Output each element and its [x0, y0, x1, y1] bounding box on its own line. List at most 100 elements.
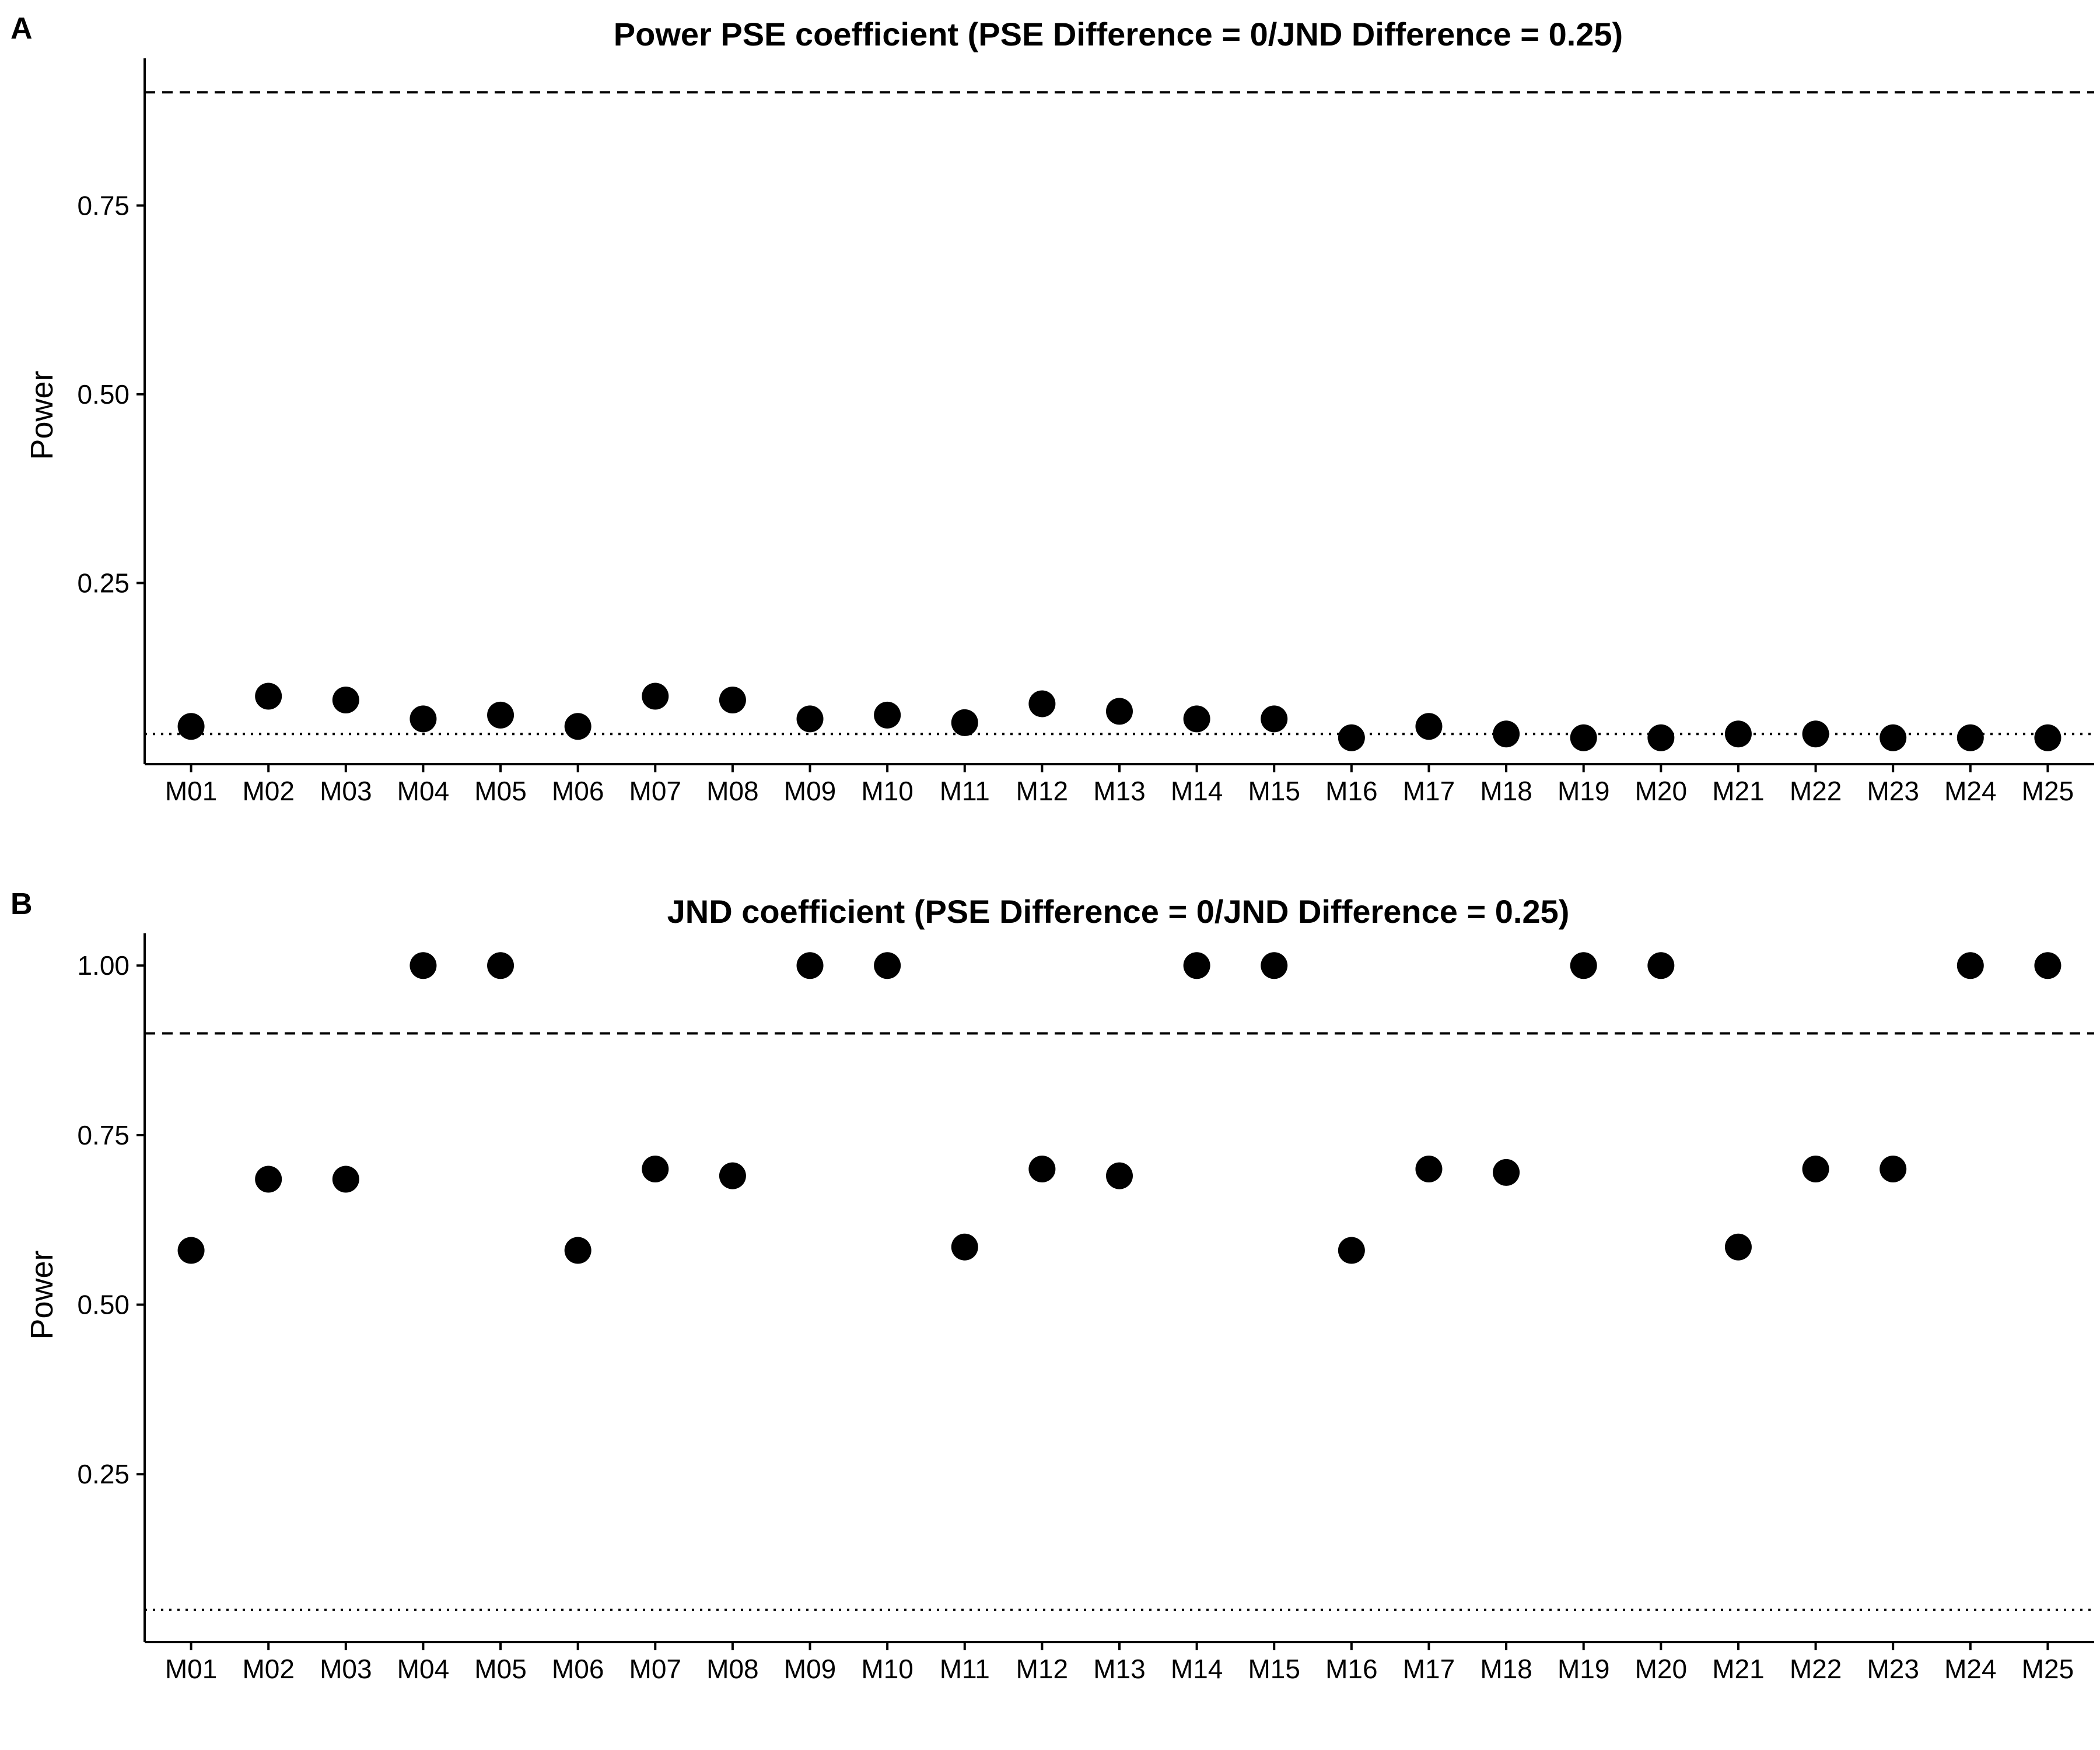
- x-tick-label: M18: [1480, 1654, 1532, 1684]
- data-point: [1028, 1156, 1056, 1183]
- data-point: [642, 682, 669, 710]
- y-tick-label: 0.25: [77, 1459, 130, 1489]
- data-point: [1415, 1156, 1443, 1183]
- data-point: [1647, 952, 1675, 979]
- plot-area: 0.25 0.50 0.75 1.00 M01 M02 M03 M04 M05 M06 M07 M08…: [77, 933, 2094, 1684]
- panel-a: A Power PSE coefficient (PSE Difference …: [10, 12, 2094, 806]
- x-tick-label: M01: [165, 776, 217, 806]
- data-point: [1493, 720, 1520, 748]
- x-tick-label: M05: [474, 1654, 526, 1684]
- x-tick-label: M22: [1790, 776, 1842, 806]
- x-tick-label: M10: [861, 776, 913, 806]
- x-tick-label: M11: [940, 1654, 990, 1684]
- x-tick-label: M16: [1325, 776, 1377, 806]
- data-point: [796, 705, 824, 733]
- data-point: [1338, 724, 1365, 751]
- x-tick-label: M13: [1093, 1654, 1145, 1684]
- data-point: [410, 705, 437, 733]
- x-tick-label: M20: [1635, 1654, 1687, 1684]
- y-tick-label: 0.50: [77, 379, 130, 410]
- data-point: [1647, 724, 1675, 751]
- data-point: [1261, 705, 1288, 733]
- data-point: [1957, 724, 1984, 751]
- x-tick-label: M07: [629, 776, 681, 806]
- x-tick-label: M21: [1712, 1654, 1764, 1684]
- data-point: [1028, 690, 1056, 718]
- x-tick-label: M08: [706, 1654, 758, 1684]
- data-point: [1106, 698, 1133, 725]
- x-tick-label: M12: [1016, 776, 1068, 806]
- data-point: [719, 687, 746, 713]
- x-tick-label: M08: [706, 776, 758, 806]
- y-tick-label: 0.75: [77, 190, 130, 220]
- data-point: [1570, 724, 1597, 751]
- data-point: [1106, 1162, 1133, 1189]
- panel-label: A: [10, 12, 33, 46]
- x-tick-label: M22: [1790, 1654, 1842, 1684]
- data-point: [410, 952, 437, 979]
- data-point: [2034, 952, 2062, 979]
- data-point: [255, 682, 282, 710]
- data-point: [951, 1233, 978, 1261]
- x-tick-label: M23: [1867, 776, 1919, 806]
- x-tick-label: M15: [1248, 1654, 1300, 1684]
- data-point: [951, 709, 978, 736]
- y-tick-label: 0.50: [77, 1290, 130, 1320]
- data-point: [874, 952, 901, 979]
- x-tick-label: M17: [1403, 776, 1455, 806]
- x-tick-label: M09: [784, 776, 836, 806]
- y-axis-title: Power: [24, 370, 60, 460]
- x-tick-label: M15: [1248, 776, 1300, 806]
- data-point: [1338, 1237, 1365, 1264]
- data-point: [1802, 1156, 1829, 1183]
- x-tick-label: M10: [861, 1654, 913, 1684]
- x-tick-label: M23: [1867, 1654, 1919, 1684]
- x-tick-label: M14: [1171, 1654, 1223, 1684]
- data-point: [642, 1156, 669, 1183]
- x-tick-label: M09: [784, 1654, 836, 1684]
- data-point: [1724, 1233, 1752, 1261]
- data-point: [564, 1237, 592, 1264]
- data-point: [255, 1166, 282, 1193]
- x-tick-label: M19: [1558, 776, 1609, 806]
- x-tick-label: M17: [1403, 1654, 1455, 1684]
- data-point: [1724, 720, 1752, 748]
- x-tick-label: M14: [1171, 776, 1223, 806]
- x-tick-label: M06: [552, 776, 604, 806]
- data-point: [1183, 705, 1210, 733]
- data-point: [719, 1162, 746, 1189]
- x-tick-label: M25: [2022, 776, 2074, 806]
- data-point: [2034, 724, 2062, 751]
- data-point: [1880, 1156, 1907, 1183]
- x-tick-label: M19: [1558, 1654, 1609, 1684]
- x-tick-label: M20: [1635, 776, 1687, 806]
- data-point: [874, 701, 901, 729]
- y-tick-label: 0.75: [77, 1120, 130, 1150]
- data-point: [564, 713, 592, 740]
- data-point: [1570, 952, 1597, 979]
- data-point: [487, 952, 514, 979]
- x-tick-label: M03: [320, 776, 372, 806]
- data-point: [177, 1237, 205, 1264]
- x-tick-label: M04: [397, 776, 449, 806]
- x-tick-label: M24: [1944, 1654, 1996, 1684]
- data-point: [487, 701, 514, 729]
- x-tick-label: M16: [1325, 1654, 1377, 1684]
- x-tick-label: M01: [165, 1654, 217, 1684]
- x-tick-label: M18: [1480, 776, 1532, 806]
- x-tick-label: M13: [1093, 776, 1145, 806]
- x-tick-label: M25: [2022, 1654, 2074, 1684]
- data-point: [1957, 952, 1984, 979]
- y-axis-title: Power: [24, 1250, 60, 1339]
- data-point: [177, 713, 205, 740]
- y-tick-label: 0.25: [77, 568, 130, 598]
- y-tick-label: 1.00: [77, 950, 130, 981]
- data-point: [1415, 713, 1443, 740]
- panel-label: B: [10, 887, 33, 921]
- data-point: [1493, 1158, 1520, 1186]
- data-point: [1880, 724, 1907, 751]
- data-point: [332, 687, 359, 713]
- x-tick-label: M02: [242, 776, 294, 806]
- data-point: [1261, 952, 1288, 979]
